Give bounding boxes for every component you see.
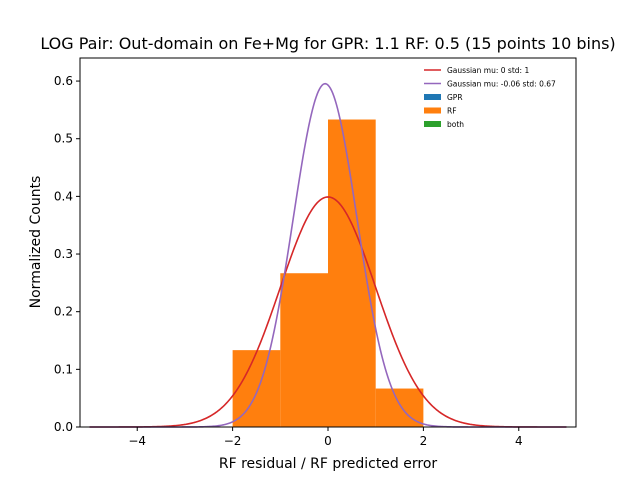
legend-entry-label: Gaussian mu: -0.06 std: 0.67 xyxy=(447,80,556,89)
y-tick-label: 0.5 xyxy=(54,132,73,146)
x-tick-label: −4 xyxy=(128,434,146,448)
histogram-bar xyxy=(280,273,328,427)
legend: Gaussian mu: 0 std: 1 Gaussian mu: -0.06 … xyxy=(424,66,556,129)
x-tick-label: 0 xyxy=(324,434,332,448)
legend-entry-label: GPR xyxy=(447,93,463,102)
legend-entry-label: RF xyxy=(447,107,457,116)
x-tick-label: 2 xyxy=(420,434,428,448)
legend-patch-swatch xyxy=(424,107,441,114)
x-axis: −4 −2 0 2 4 xyxy=(128,427,523,448)
legend-entry-label: both xyxy=(447,120,464,129)
x-tick-label: 4 xyxy=(515,434,523,448)
y-tick-label: 0.2 xyxy=(54,305,73,319)
y-tick-label: 0.0 xyxy=(54,420,73,434)
legend-patch-swatch xyxy=(424,94,441,100)
y-tick-label: 0.1 xyxy=(54,362,73,376)
gaussian-curve xyxy=(89,196,567,428)
y-axis: 0.0 0.1 0.2 0.3 0.4 0.5 0.6 xyxy=(54,74,80,434)
y-tick-label: 0.4 xyxy=(54,189,73,203)
y-axis-label: Normalized Counts xyxy=(28,176,44,309)
histogram-bar xyxy=(328,119,376,427)
y-tick-label: 0.6 xyxy=(54,74,73,88)
histogram-bar xyxy=(232,350,281,427)
x-tick-label: −2 xyxy=(224,434,242,448)
legend-entry-label: Gaussian mu: 0 std: 1 xyxy=(447,66,529,75)
chart-title: LOG Pair: Out-domain on Fe+Mg for GPR: 1… xyxy=(40,34,615,53)
x-axis-label: RF residual / RF predicted error xyxy=(219,456,438,472)
y-tick-label: 0.3 xyxy=(54,247,73,261)
legend-patch-swatch xyxy=(424,121,441,127)
histogram-bars xyxy=(232,119,424,427)
